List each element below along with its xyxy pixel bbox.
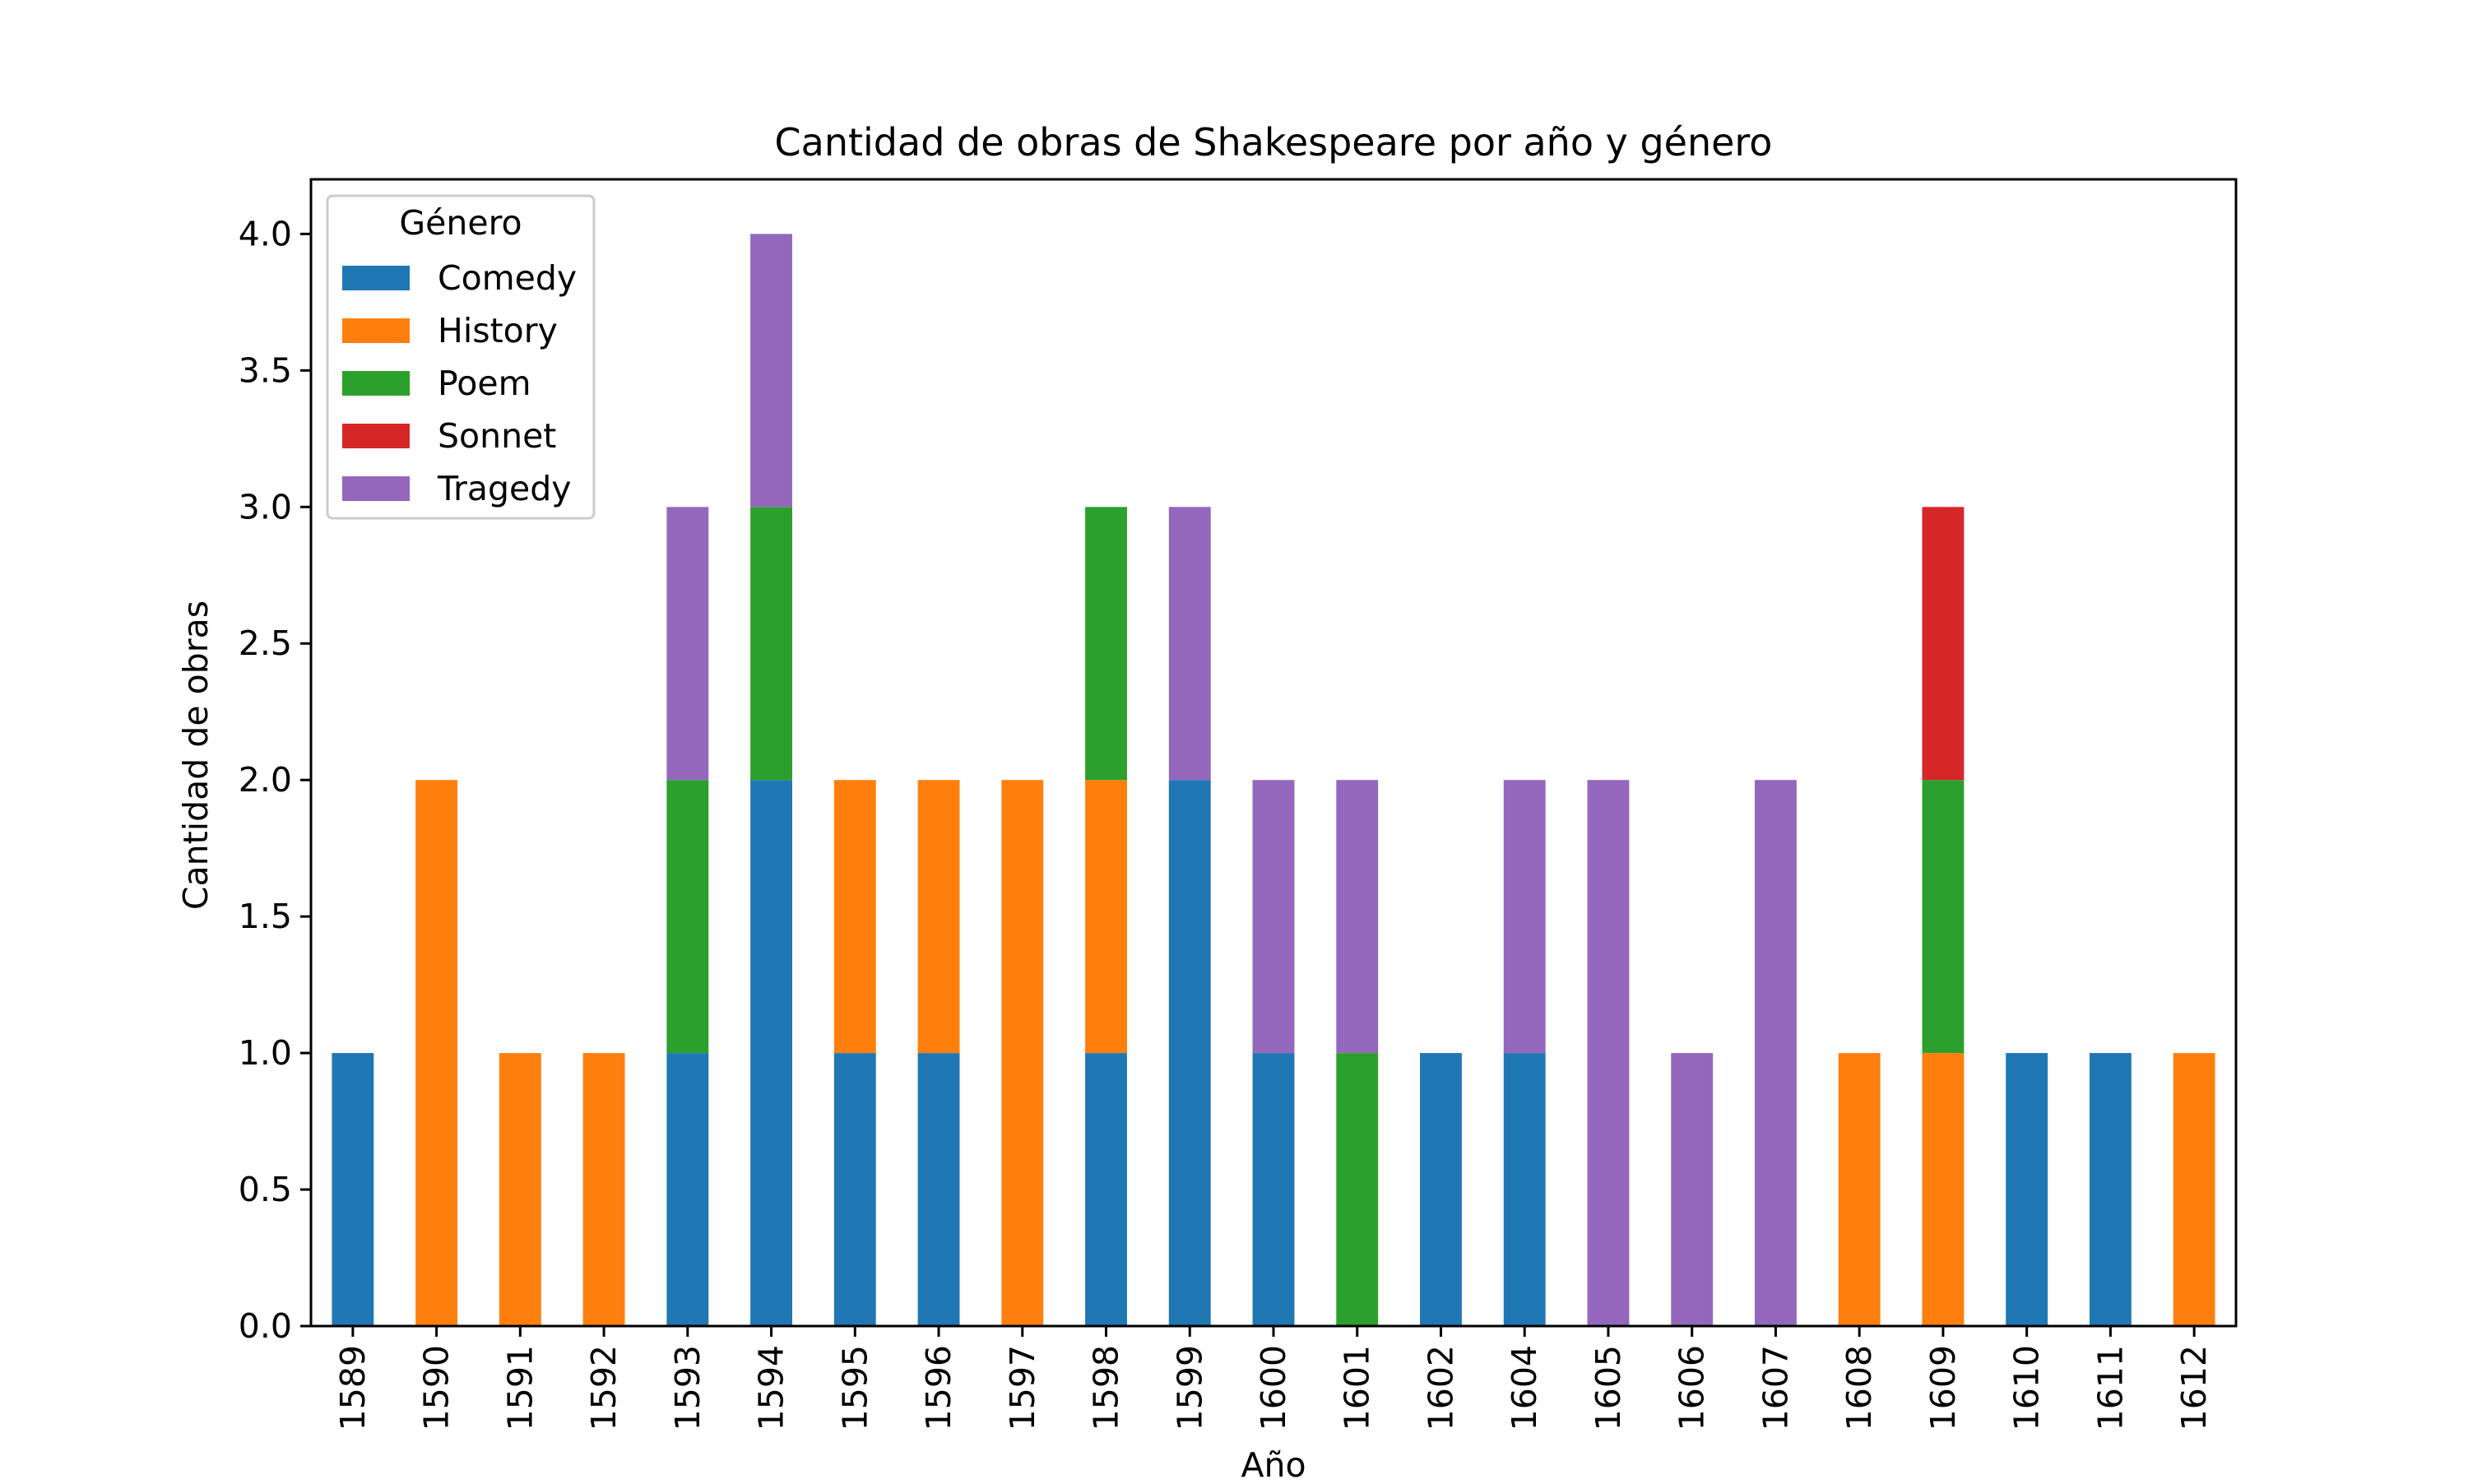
y-tick-label: 0.0 [239,1306,292,1346]
x-tick-label: 1591 [500,1345,540,1431]
bar-tragedy-1600 [1252,780,1295,1054]
bar-comedy-1594 [750,780,792,1326]
bar-history-1596 [917,780,960,1054]
bar-comedy-1593 [666,1053,709,1326]
bar-tragedy-1594 [750,234,792,508]
x-axis-label: Año [1241,1445,1306,1481]
y-tick-label: 2.5 [239,624,292,663]
bar-comedy-1598 [1085,1053,1127,1326]
x-tick-label: 1612 [2174,1345,2214,1431]
legend-label-history: History [438,311,558,350]
bar-history-1598 [1085,780,1127,1054]
bars-group [332,234,2215,1326]
x-ticks-group: 1589 1590 1591 1592 1593 1594 1595 1596 1597 1598… [333,1326,2214,1431]
bar-tragedy-1604 [1503,780,1546,1054]
bar-tragedy-1605 [1587,780,1630,1326]
x-tick-label: 1600 [1254,1345,1293,1431]
bar-comedy-1600 [1252,1053,1295,1326]
x-tick-label: 1599 [1170,1345,1209,1431]
x-tick-label: 1594 [752,1345,791,1431]
x-tick-label: 1608 [1839,1345,1879,1431]
bar-history-1608 [1838,1053,1881,1326]
x-tick-label: 1609 [1923,1345,1963,1431]
x-tick-label: 1598 [1087,1345,1126,1431]
x-tick-label: 1601 [1338,1345,1377,1431]
x-tick-label: 1606 [1672,1345,1712,1431]
legend-swatch-sonnet [342,424,410,448]
legend-swatch-comedy [342,266,410,290]
y-tick-label: 1.5 [239,897,292,936]
bar-poem-1609 [1922,780,1965,1054]
plot-frame [309,178,2238,1328]
x-tick-label: 1593 [668,1345,707,1431]
bar-comedy-1596 [917,1053,960,1326]
legend-label-comedy: Comedy [438,258,577,298]
x-tick-label: 1602 [1421,1345,1460,1431]
bar-history-1609 [1922,1053,1965,1326]
bar-poem-1593 [666,780,709,1054]
bar-comedy-1602 [1420,1053,1462,1326]
legend-label-tragedy: Tragedy [437,469,572,508]
bar-history-1591 [499,1053,541,1326]
legend-label-sonnet: Sonnet [438,416,556,456]
legend-title: Género [399,203,522,243]
legend: Género Comedy History Poem Sonnet Tragedy [326,194,596,520]
y-tick-label: 2.0 [239,760,292,800]
x-tick-label: 1596 [919,1345,958,1431]
chart-title: Cantidad de obras de Shakespeare por año… [775,120,1773,165]
x-tick-label: 1595 [835,1345,874,1431]
bar-tragedy-1606 [1671,1053,1714,1326]
bar-poem-1598 [1085,507,1127,781]
x-tick-label: 1589 [333,1345,373,1431]
bar-history-1595 [833,780,876,1054]
bar-comedy-1599 [1168,780,1211,1326]
x-tick-label: 1592 [584,1345,624,1431]
legend-swatch-history [342,318,410,343]
y-tick-label: 3.5 [239,350,292,390]
legend-swatch-poem [342,371,410,396]
bar-sonnet-1609 [1922,507,1965,781]
bar-tragedy-1593 [666,507,709,781]
bar-tragedy-1601 [1336,780,1379,1054]
x-tick-label: 1605 [1589,1345,1628,1431]
y-tick-label: 1.0 [239,1033,292,1073]
x-tick-label: 1607 [1756,1345,1795,1431]
y-tick-label: 4.0 [239,214,292,253]
y-tick-label: 3.0 [239,487,292,526]
bar-comedy-1610 [2006,1053,2048,1326]
legend-swatch-tragedy [342,476,410,501]
x-tick-label: 1590 [417,1345,457,1431]
bar-comedy-1595 [833,1053,876,1326]
y-ticks-group: 0.0 0.5 1.0 1.5 2.0 2.5 3.0 3.5 4.0 [239,214,311,1346]
bar-history-1590 [415,780,458,1326]
bar-history-1592 [582,1053,625,1326]
bar-history-1612 [2173,1053,2215,1326]
bar-poem-1601 [1336,1053,1379,1326]
y-axis-label: Cantidad de obras [176,601,216,910]
bar-comedy-1611 [2089,1053,2132,1326]
bar-tragedy-1599 [1168,507,1211,781]
x-tick-label: 1604 [1505,1345,1544,1431]
x-tick-label: 1597 [1003,1345,1042,1431]
y-tick-label: 0.5 [239,1170,292,1209]
bar-comedy-1604 [1503,1053,1546,1326]
bar-tragedy-1607 [1755,780,1797,1326]
x-tick-label: 1610 [2007,1345,2047,1431]
bar-history-1597 [1001,780,1044,1326]
legend-label-poem: Poem [438,364,531,403]
bar-comedy-1589 [332,1053,374,1326]
bar-poem-1594 [750,507,792,781]
x-tick-label: 1611 [2090,1345,2130,1431]
